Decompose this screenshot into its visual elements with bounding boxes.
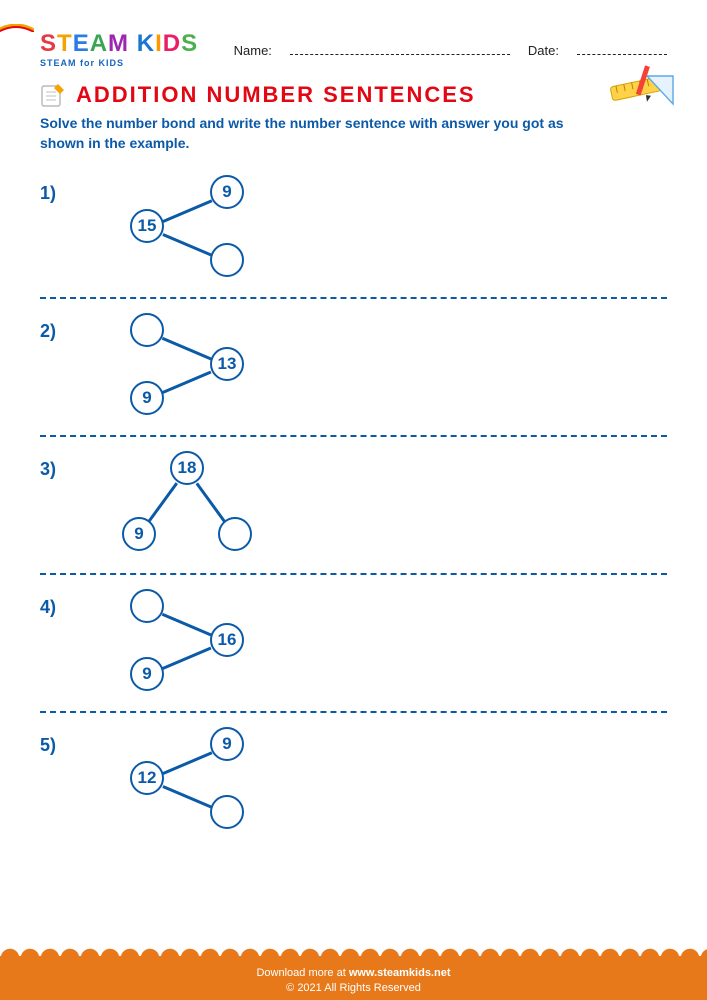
ruler-pencil-icon bbox=[605, 64, 677, 116]
name-date-fields: Name: Date: bbox=[234, 43, 667, 58]
bond-line bbox=[162, 647, 212, 670]
bond-line bbox=[162, 785, 212, 808]
problem: 1) 15 9 bbox=[40, 165, 667, 291]
number-bond: 12 9 bbox=[100, 723, 320, 833]
section-divider bbox=[40, 297, 667, 299]
problem-number: 5) bbox=[40, 735, 56, 756]
bond-line bbox=[162, 199, 212, 222]
bond-line bbox=[162, 233, 212, 256]
bond-line bbox=[162, 751, 212, 774]
name-label: Name: bbox=[234, 43, 272, 58]
brand-name: STEAM KIDS bbox=[40, 32, 198, 56]
bond-part-circle bbox=[210, 795, 244, 829]
bond-line bbox=[162, 337, 212, 360]
number-bond: 15 9 bbox=[100, 171, 320, 281]
footer-copyright: © 2021 All Rights Reserved bbox=[0, 981, 707, 996]
bond-part-circle bbox=[218, 517, 252, 551]
bond-whole-circle: 16 bbox=[210, 623, 244, 657]
instructions-text: Solve the number bond and write the numb… bbox=[40, 114, 600, 153]
brand-logo: STEAM KIDS STEAM for KIDS bbox=[40, 32, 198, 68]
header-row: STEAM KIDS STEAM for KIDS Name: Date: bbox=[40, 32, 667, 68]
bond-part-circle bbox=[130, 589, 164, 623]
footer-download-line: Download more at www.steamkids.net bbox=[0, 966, 707, 981]
bond-line bbox=[162, 613, 212, 636]
bond-whole-circle: 13 bbox=[210, 347, 244, 381]
problem: 3) 18 9 bbox=[40, 441, 667, 567]
bond-whole-circle: 15 bbox=[130, 209, 164, 243]
number-bond: 18 9 bbox=[100, 447, 320, 557]
section-divider bbox=[40, 711, 667, 713]
bond-line bbox=[162, 371, 212, 394]
name-field-line[interactable] bbox=[290, 43, 510, 55]
bond-part-circle: 9 bbox=[122, 517, 156, 551]
problem: 4) 16 9 bbox=[40, 579, 667, 705]
problem: 2) 13 9 bbox=[40, 303, 667, 429]
bond-part-circle: 9 bbox=[210, 175, 244, 209]
date-field-line[interactable] bbox=[577, 43, 667, 55]
bond-line bbox=[196, 482, 226, 522]
notepad-icon bbox=[40, 82, 66, 108]
problem-number: 1) bbox=[40, 183, 56, 204]
bond-whole-circle: 18 bbox=[170, 451, 204, 485]
number-bond: 16 9 bbox=[100, 585, 320, 695]
number-bond: 13 9 bbox=[100, 309, 320, 419]
section-divider bbox=[40, 573, 667, 575]
page-footer: Download more at www.steamkids.net © 202… bbox=[0, 956, 707, 1000]
problem: 5) 12 9 bbox=[40, 717, 667, 843]
problem-number: 4) bbox=[40, 597, 56, 618]
logo-swoosh-icon bbox=[0, 24, 34, 32]
bond-part-circle: 9 bbox=[130, 381, 164, 415]
bond-part-circle bbox=[210, 243, 244, 277]
title-row: ADDITION NUMBER SENTENCES bbox=[40, 82, 667, 108]
brand-tagline: STEAM for KIDS bbox=[40, 58, 198, 68]
bond-whole-circle: 12 bbox=[130, 761, 164, 795]
bond-part-circle: 9 bbox=[130, 657, 164, 691]
footer-site-url: www.steamkids.net bbox=[349, 967, 451, 979]
bond-part-circle: 9 bbox=[210, 727, 244, 761]
section-divider bbox=[40, 435, 667, 437]
date-label: Date: bbox=[528, 43, 559, 58]
bond-part-circle bbox=[130, 313, 164, 347]
bond-line bbox=[148, 482, 178, 522]
problem-number: 2) bbox=[40, 321, 56, 342]
problem-number: 3) bbox=[40, 459, 56, 480]
page-title: ADDITION NUMBER SENTENCES bbox=[76, 82, 476, 108]
